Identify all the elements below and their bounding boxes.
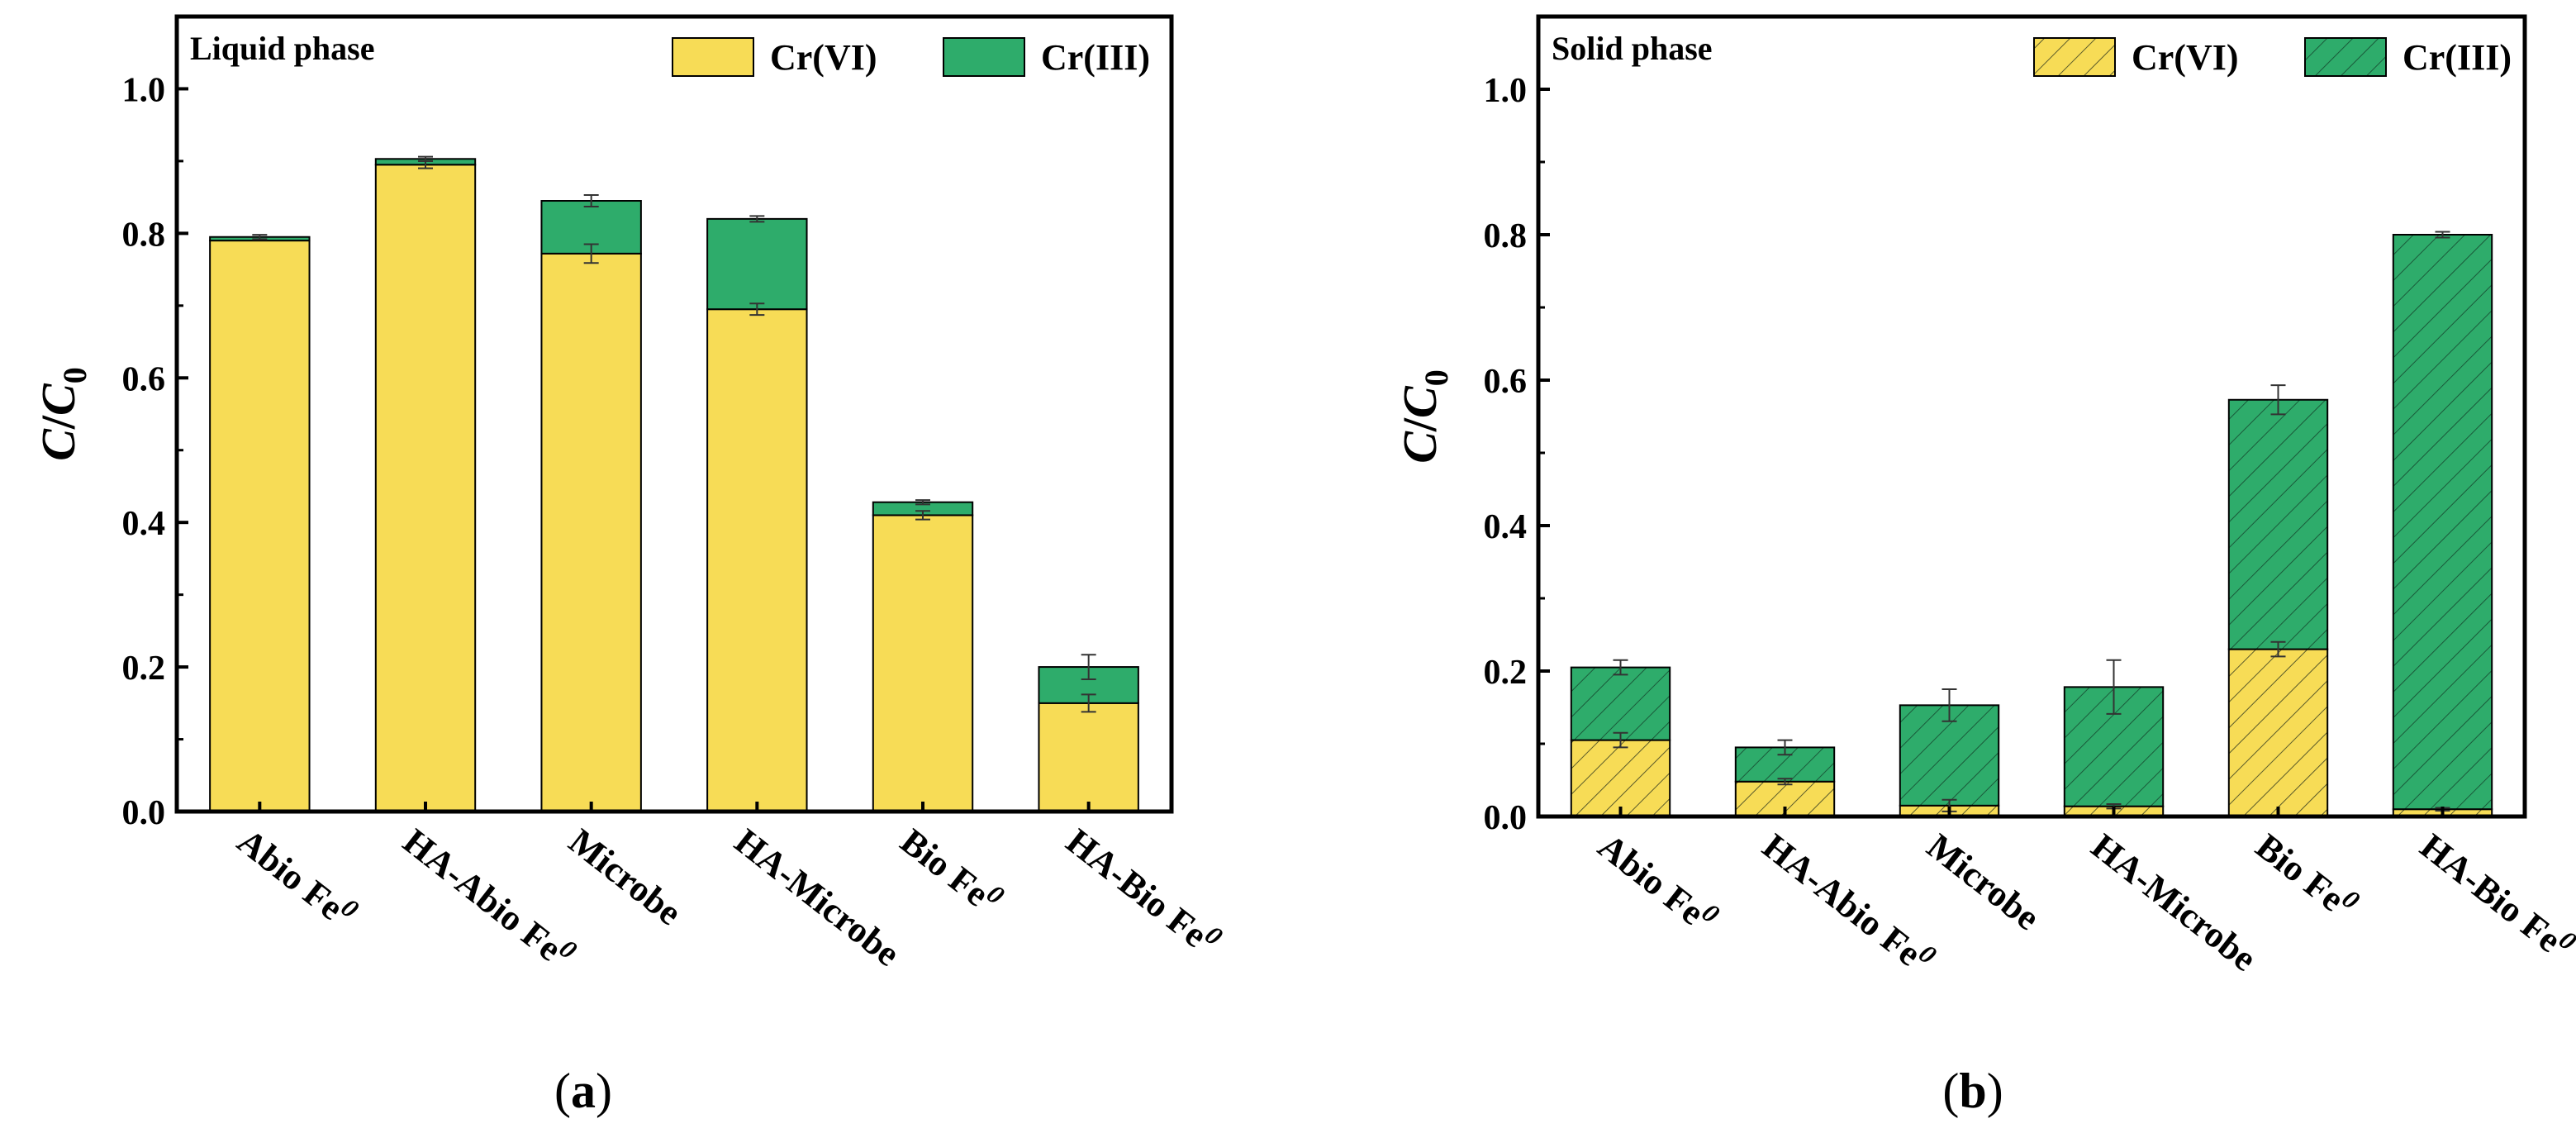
plot-frame: [174, 14, 1174, 814]
error-bars: [1613, 231, 2450, 812]
error-bar-criii-2: [583, 194, 599, 208]
bar-criii-4: [2227, 398, 2329, 650]
error-bar-criii-2: [1942, 688, 1957, 722]
bar-crvi-4: [2227, 648, 2329, 817]
y-tick-label: 0.4: [1484, 508, 1528, 546]
y-tick-label: 0.6: [122, 360, 166, 398]
error-bar-crvi-5: [1081, 693, 1096, 713]
legend-swatch-crvi: [2033, 37, 2116, 77]
panel-label: (a): [554, 1064, 612, 1118]
y-tick-label: 1.0: [1484, 72, 1528, 110]
legend: Cr(VI) Cr(III): [2033, 37, 2512, 78]
panel-a: 0.0 0.2 0.4 0.6 0.8 1.0 Abio Fe0 HA-Abio Fe0Mic…: [31, 14, 1229, 1118]
error-bar-criii-3: [749, 215, 765, 223]
error-bar-criii-4: [915, 499, 930, 506]
error-bars: [252, 155, 1096, 713]
bar-crvi-4: [872, 514, 974, 812]
y-axis-label: C/C0: [31, 367, 93, 461]
error-bar-crvi-4: [915, 510, 930, 521]
phase-label: Liquid phase: [190, 30, 374, 67]
error-bar-crvi-0: [1613, 731, 1628, 749]
y-tick-label: 0.0: [122, 794, 166, 832]
bar-crvi-0: [1570, 739, 1671, 817]
x-tick-label: Abio Fe0: [230, 817, 364, 936]
panel-label: (b): [1942, 1064, 2003, 1118]
bar-crvi-5: [1038, 702, 1139, 812]
legend-label-crvi: Cr(VI): [2132, 37, 2239, 78]
x-tick-label: Microbe: [562, 821, 690, 933]
bars: [1570, 234, 2493, 818]
error-bar-criii-0: [1613, 659, 1628, 676]
x-tick-label: HA-Bio Fe0: [1059, 817, 1229, 964]
error-bar-criii-5: [2435, 231, 2450, 239]
x-tick-label: Bio Fe0: [2248, 822, 2365, 928]
error-bar-criii-3: [2106, 659, 2122, 715]
bar-crvi-0: [209, 240, 311, 813]
error-bar-crvi-4: [2270, 640, 2286, 658]
y-tick-label: 0.2: [1484, 654, 1528, 692]
bar-criii-3: [706, 217, 808, 311]
bar-crvi-2: [540, 252, 642, 813]
y-tick-label: 1.0: [122, 71, 166, 109]
y-tick-label: 0.2: [122, 650, 166, 688]
bar-crvi-3: [706, 308, 808, 812]
y-axis-label: C/C0: [1393, 369, 1455, 464]
legend-label-crvi: Cr(VI): [770, 37, 877, 78]
bars: [209, 158, 1139, 813]
x-tick-label: Microbe: [1919, 826, 2047, 938]
bar-criii-1: [1734, 746, 1836, 783]
y-tick-label: 0.8: [1484, 217, 1528, 255]
error-bar-criii-5: [1081, 654, 1096, 680]
plot-frame: [1536, 14, 2527, 819]
y-tick-label: 0.8: [122, 216, 166, 254]
legend-label-criii: Cr(III): [1041, 37, 1150, 78]
error-bar-criii-0: [252, 234, 268, 240]
x-tick-label: Bio Fe0: [893, 817, 1010, 923]
error-bar-crvi-3: [749, 302, 765, 317]
error-bar-criii-1: [418, 155, 433, 162]
legend-label-criii: Cr(III): [2403, 37, 2512, 78]
phase-label: Solid phase: [1552, 30, 1713, 67]
error-bar-crvi-2: [583, 243, 599, 264]
y-axis: 0.0 0.2 0.4 0.6 0.8 1.0: [122, 71, 188, 832]
y-tick-label: 0.6: [1484, 363, 1528, 401]
legend-swatch-criii: [2304, 37, 2387, 77]
x-tick-label: HA-Abio Fe0: [396, 817, 583, 978]
legend: Cr(VI) Cr(III): [672, 37, 1150, 78]
error-bar-criii-1: [1777, 739, 1793, 756]
x-tick-label: HA-Bio Fe0: [2412, 822, 2576, 969]
bar-criii-0: [1570, 666, 1671, 741]
x-tick-label: HA-Abio Fe0: [1755, 822, 1942, 983]
y-tick-label: 0.4: [122, 505, 166, 543]
y-axis: 0.0 0.2 0.4 0.6 0.8 1.0: [1484, 72, 1550, 837]
x-tick-label: HA-Microbe: [727, 821, 907, 974]
legend-swatch-criii: [943, 37, 1025, 77]
y-tick-label: 0.0: [1484, 799, 1528, 837]
error-bar-crvi-1: [1777, 778, 1793, 786]
bar-criii-5: [2392, 234, 2493, 811]
bar-crvi-1: [374, 164, 477, 813]
panel-b: 0.0 0.2 0.4 0.6 0.8 1.0 Abio Fe0 HA-Abio Fe0Mic…: [1393, 14, 2576, 1118]
x-tick-label: HA-Microbe: [2084, 826, 2264, 979]
legend-swatch-crvi: [672, 37, 754, 77]
error-bar-criii-4: [2270, 384, 2286, 416]
x-tick-label: Abio Fe0: [1590, 822, 1725, 941]
